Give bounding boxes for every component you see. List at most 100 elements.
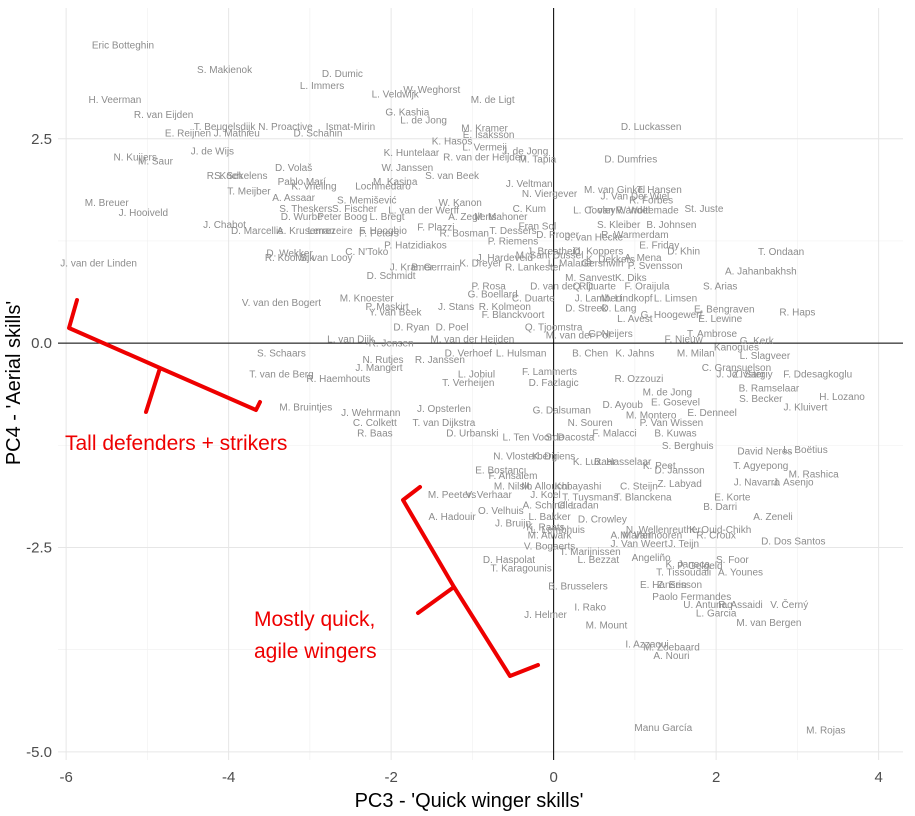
x-tick-label: 2 <box>712 769 720 786</box>
player-point-label: D. Proper <box>536 230 579 241</box>
player-point-label: Gershwin <box>581 259 623 270</box>
player-point-label: K. Diriens <box>532 451 575 462</box>
player-point-label: S. van Looy <box>300 253 353 264</box>
player-point-label: A. Kruseman <box>277 226 335 237</box>
player-point-label: M. Atwark <box>528 531 573 542</box>
x-tick-label: -6 <box>59 769 72 786</box>
player-point-label: M. Kasina <box>373 177 418 188</box>
player-point-label: K. Huntelaar <box>384 148 440 159</box>
player-point-label: J. Van Der Wiel <box>601 192 670 203</box>
player-point-label: T. Beugelsdijk <box>194 122 257 133</box>
player-point-label: D. Jansson <box>655 465 705 476</box>
player-point-label: E. Reijnen <box>165 129 211 140</box>
player-point-label: J. Kluivert <box>784 402 828 413</box>
player-point-label: Q. Duarte <box>573 281 617 292</box>
player-point-label: D. Volaš <box>275 163 312 174</box>
player-point-label: M. Mount <box>586 621 628 632</box>
player-point-label: L. Immers <box>300 81 344 92</box>
player-point-label: B. Chen <box>572 348 608 359</box>
player-point-label: M. Vanhooren <box>620 531 682 542</box>
axis-ticks: -6 -4 -2 0 2 4 -5.0 -2.5 0.0 2.5 <box>26 131 883 786</box>
player-point-label: P. Rosa <box>471 281 506 292</box>
player-point-label: Ismat-Mirin <box>326 122 375 133</box>
player-point-label: K. Diks <box>615 273 647 284</box>
player-point-label: L. Hulsman <box>496 348 547 359</box>
zero-axes <box>58 8 903 760</box>
player-point-label: Pablo Marí <box>278 177 327 188</box>
player-point-label: Z. Erisson <box>657 580 702 591</box>
player-point-label: D. Ayoub <box>602 400 643 411</box>
player-point-label: T. Tuysmans <box>562 492 618 503</box>
player-point-label: C. Steijn <box>620 482 658 493</box>
player-point-label: D. Wekker <box>266 249 313 260</box>
player-point-label: F. Plazzi <box>417 223 454 234</box>
y-tick-label: 0.0 <box>31 335 52 352</box>
player-point-label: R. Woltemade <box>615 205 679 216</box>
player-point-label: L. Jobiul <box>458 370 495 381</box>
player-point-label: F. Oraijula <box>625 281 670 292</box>
x-axis-title: PC3 - 'Quick winger skills' <box>355 790 584 812</box>
player-point-label: S. Dacosta <box>545 433 594 444</box>
player-point-label: S. Kleiber <box>597 220 641 231</box>
player-point-label: E. Isaksson <box>463 130 515 141</box>
player-point-label: T. van Dijkstra <box>413 418 476 429</box>
player-point-label: P. Peters <box>359 228 399 239</box>
player-point-label: E. Hansen <box>640 580 687 591</box>
player-point-label: M. Sant Dussel <box>516 250 584 261</box>
player-point-label: T. Meijber <box>227 187 271 198</box>
player-point-label: A. Hadouir <box>428 512 476 523</box>
player-point-label: K. Raats <box>526 523 564 534</box>
player-point-label: S. van Beek <box>425 171 480 182</box>
player-point-label: R. Croux <box>696 531 735 542</box>
player-point-label: O. Lang <box>601 303 637 314</box>
player-point-label: D. van der Rijt <box>530 281 594 292</box>
player-point-label: D. Schmidt <box>367 271 416 282</box>
player-point-label: A. Nouri <box>653 651 689 662</box>
player-point-label: L. Garcia <box>696 608 737 619</box>
player-point-label: M. Knoester <box>340 294 395 305</box>
player-point-label: N. Viergever <box>522 189 578 200</box>
player-point-label: J. Hardeveld <box>477 253 533 264</box>
player-point-label: A. Zeneli <box>753 512 792 523</box>
player-point-label: Peter Boog <box>317 212 367 223</box>
player-point-label: M. Mahoner <box>474 212 528 223</box>
player-point-label: Y. van Beek <box>369 308 423 319</box>
player-point-label: Q. Tjoomstra <box>525 322 583 333</box>
player-point-label: D. Dumfries <box>604 155 657 166</box>
player-point-label: T. Verheijen <box>442 378 494 389</box>
player-point-label: M. Breuer <box>85 198 130 209</box>
player-point-label: I. Rako <box>574 603 606 614</box>
player-point-label: A. Maher <box>611 531 652 542</box>
player-point-label: S. Schaars <box>257 348 306 359</box>
player-point-label: L. Lembhuis <box>530 525 584 536</box>
player-point-label: T. Tissoudali <box>656 568 711 579</box>
player-point-label: D. Ryan <box>393 322 429 333</box>
player-point-label: T. Dessers <box>489 226 536 237</box>
player-point-label: L. Cooley <box>573 205 615 216</box>
player-point-label: G. Ladan <box>557 500 598 511</box>
player-point-label: M. van der Heijden <box>430 335 514 346</box>
player-point-label: G. Kerk <box>740 336 775 347</box>
player-point-label: S. Sekelens <box>214 171 267 182</box>
player-point-label: L. van der Werff <box>388 205 459 216</box>
player-point-label: K. Luxaar <box>573 457 616 468</box>
player-point-label: T. Hansen <box>637 185 682 196</box>
player-point-label: D. Koppers <box>573 246 623 257</box>
player-point-label: B. Darri <box>703 502 737 513</box>
player-point-label: R. Lankester <box>505 263 562 274</box>
player-point-label: M. de Ligt <box>471 95 515 106</box>
player-point-label: A. Younes <box>718 568 763 579</box>
player-point-label: B. Brusselers <box>548 581 607 592</box>
player-point-label: D. Schahin <box>294 129 343 140</box>
player-point-label: E. Korte <box>714 492 751 503</box>
player-point-label: J. Chabot <box>203 220 246 231</box>
player-point-label: Manu García <box>634 723 692 734</box>
player-point-label: A. Mena <box>624 253 662 264</box>
player-point-label: G. Dalsuman <box>533 406 591 417</box>
player-point-label: D. Poel <box>436 322 469 333</box>
player-point-label: M. Rojas <box>806 725 845 736</box>
player-point-label: R. Koch <box>207 171 243 182</box>
player-point-label: J. Van Weert <box>611 539 668 550</box>
player-point-label: F. Blanckvoort <box>482 310 545 321</box>
